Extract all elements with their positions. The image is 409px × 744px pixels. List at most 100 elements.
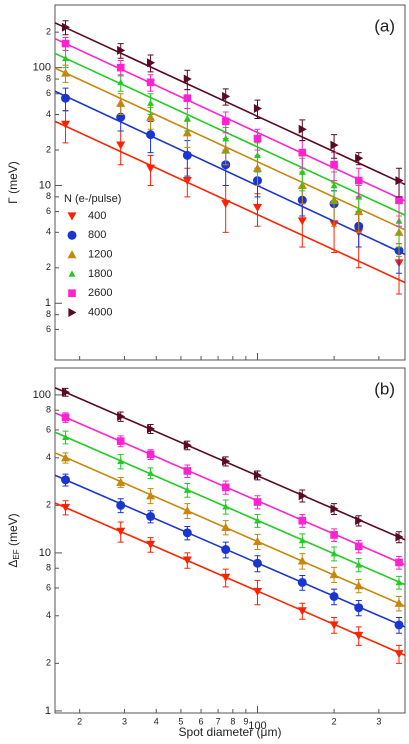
legend-label: 800	[88, 229, 106, 241]
marker	[61, 120, 71, 129]
x-tick-label: 3	[376, 716, 381, 726]
marker	[182, 176, 192, 186]
marker	[182, 150, 192, 160]
marker	[395, 196, 403, 204]
marker	[330, 504, 339, 514]
marker	[62, 54, 70, 62]
marker	[182, 528, 192, 538]
y-tick-label: 8	[46, 73, 51, 83]
marker	[355, 516, 364, 526]
marker	[183, 114, 191, 122]
marker	[146, 112, 156, 121]
fit-line	[54, 387, 406, 541]
marker	[298, 148, 307, 157]
y-label-subscript: EF	[12, 549, 21, 559]
marker	[394, 650, 404, 659]
legend-marker	[68, 308, 77, 317]
fit-line	[54, 90, 406, 256]
marker	[253, 151, 261, 159]
marker	[146, 424, 156, 434]
fit-line	[54, 37, 406, 202]
x-tick-label: 5	[178, 716, 183, 726]
x-tick-label: 2	[332, 716, 337, 726]
marker	[61, 68, 71, 77]
marker	[116, 527, 126, 536]
y-tick-label: 2	[46, 27, 51, 37]
marker	[395, 578, 403, 586]
x-tick-label: 4	[154, 716, 159, 726]
x-tick-label: 7	[216, 716, 221, 726]
error-bar	[222, 184, 229, 233]
x-tick-label: 100	[248, 720, 266, 732]
marker	[253, 470, 262, 480]
marker	[221, 545, 231, 555]
x-tick-label: 8	[230, 716, 235, 726]
marker	[61, 22, 71, 32]
y-label-unit: (meV)	[6, 161, 20, 194]
marker	[355, 561, 363, 568]
marker	[116, 63, 125, 72]
fit-line	[54, 431, 406, 586]
marker	[146, 130, 156, 140]
marker	[117, 78, 125, 86]
marker	[297, 577, 307, 587]
marker	[116, 500, 126, 510]
marker	[329, 591, 339, 601]
y-tick-label: 8	[46, 563, 51, 573]
x-axis-label: Spot diameter (μm)	[179, 725, 282, 739]
marker	[117, 411, 126, 421]
marker	[252, 203, 262, 212]
y-label-symbol: Γ	[6, 197, 20, 204]
y-tick-label: 1	[45, 297, 51, 309]
marker	[117, 457, 125, 465]
panel-label: (b)	[374, 379, 395, 398]
marker	[354, 542, 363, 551]
marker	[253, 103, 262, 113]
marker	[354, 603, 364, 613]
marker	[147, 99, 155, 106]
marker	[298, 516, 307, 525]
marker	[330, 140, 339, 150]
marker	[354, 176, 363, 185]
marker	[222, 135, 230, 142]
marker	[221, 573, 231, 582]
marker	[330, 160, 338, 169]
fit-line	[54, 474, 406, 628]
fit-line	[54, 502, 406, 656]
marker	[222, 503, 230, 510]
marker	[116, 98, 126, 107]
x-tick-label: 3	[122, 716, 127, 726]
x-tick-label: 2	[77, 716, 82, 726]
marker	[146, 78, 155, 87]
panel-label: (a)	[374, 16, 395, 35]
marker	[330, 181, 338, 189]
plot-frame	[54, 367, 406, 714]
marker	[354, 631, 364, 641]
marker	[394, 598, 404, 607]
marker	[183, 467, 192, 475]
marker	[61, 453, 71, 462]
legend-title: N (e-/pulse)	[64, 193, 121, 205]
marker	[252, 537, 262, 546]
marker	[116, 477, 126, 486]
marker	[61, 475, 71, 485]
marker	[182, 556, 192, 565]
marker	[298, 491, 307, 501]
marker	[395, 176, 404, 186]
marker	[329, 621, 339, 630]
legend-label: 400	[88, 210, 106, 222]
legend-label: 2600	[88, 287, 112, 299]
marker	[62, 433, 70, 440]
fit-line	[54, 67, 406, 231]
marker	[183, 74, 192, 84]
marker	[253, 517, 261, 524]
y-tick-label: 1	[45, 705, 51, 717]
marker	[252, 558, 262, 568]
marker	[354, 581, 364, 590]
y-tick-label: 8	[46, 405, 51, 415]
marker	[297, 556, 307, 565]
x-tick-label: 9	[243, 716, 248, 726]
marker	[221, 200, 231, 209]
legend-marker	[67, 230, 77, 240]
marker	[252, 587, 262, 596]
